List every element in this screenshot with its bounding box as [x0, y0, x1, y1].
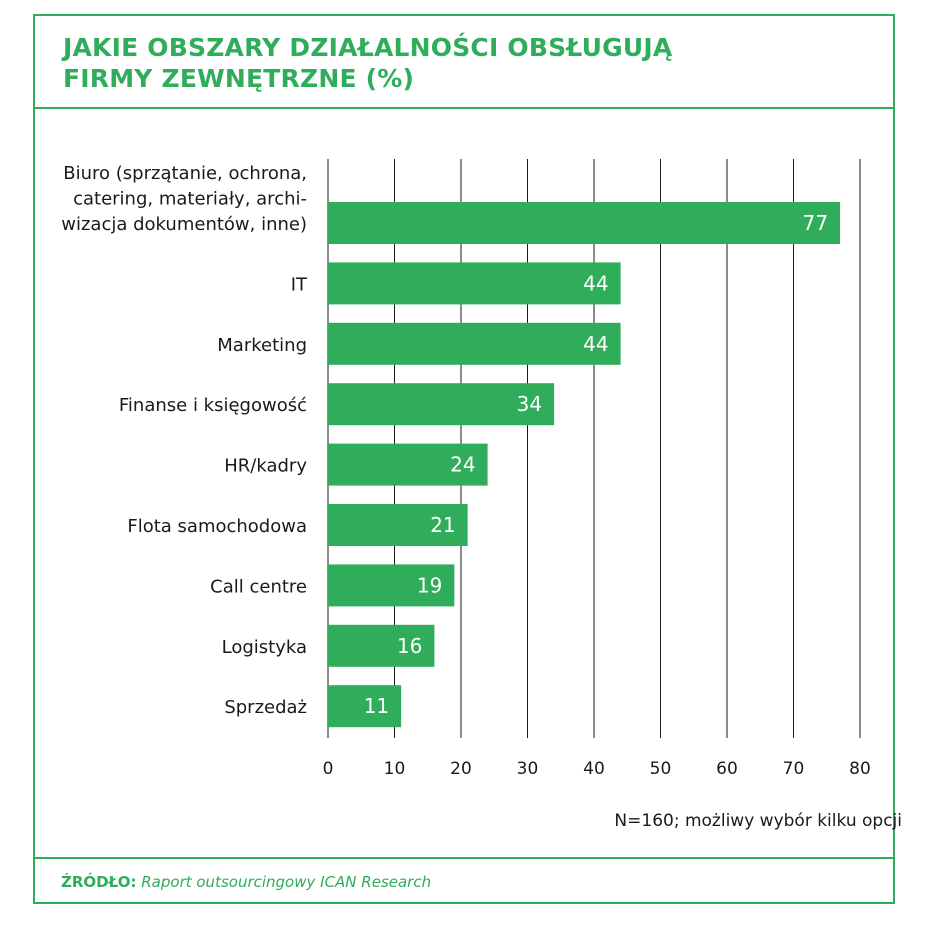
bar-value-label: 44	[583, 332, 608, 356]
bar	[328, 564, 455, 607]
bar-value-label: 24	[450, 453, 475, 477]
source-text: Raport outsourcingowy ICAN Research	[136, 873, 432, 891]
bar-value-label: 34	[517, 392, 542, 416]
bar-value-label: 77	[803, 211, 828, 235]
source-label: ŹRÓDŁO:	[61, 873, 137, 891]
bar-value-label: 19	[417, 573, 442, 597]
x-tick-label: 70	[783, 759, 805, 779]
x-tick-label: 20	[450, 759, 472, 779]
bar-value-label: 16	[397, 634, 422, 658]
x-tick-label: 40	[583, 759, 605, 779]
category-label: IT	[291, 274, 308, 295]
category-label: wizacja dokumentów, inne)	[61, 214, 307, 235]
category-label: Call centre	[210, 576, 307, 597]
chart-title: JAKIE OBSZARY DZIAŁALNOŚCI OBSŁUGUJĄ FIR…	[63, 32, 672, 94]
bar	[328, 322, 621, 365]
x-tick-labels: 0 10 20 30 40 50 60 70 80	[323, 759, 871, 779]
x-tick-label: 80	[849, 759, 871, 779]
chart-frame: JAKIE OBSZARY DZIAŁALNOŚCI OBSŁUGUJĄ FIR…	[33, 14, 895, 904]
bar-value-label: 44	[583, 271, 608, 295]
source-line: ŹRÓDŁO: Raport outsourcingowy ICAN Resea…	[61, 873, 431, 891]
title-divider	[35, 107, 893, 109]
category-label: Logistyka	[222, 637, 307, 658]
x-tick-label: 0	[323, 759, 334, 779]
x-tick-label: 50	[650, 759, 672, 779]
category-label: Flota samochodowa	[127, 516, 307, 537]
sample-note: N=160; możliwy wybór kilku opcji	[614, 811, 902, 831]
bar	[328, 383, 555, 426]
category-label: Marketing	[217, 335, 307, 356]
bar-value-label: 21	[430, 513, 455, 537]
category-label: Sprzedaż	[224, 697, 307, 718]
source-divider	[35, 857, 893, 859]
category-label: Biuro (sprzątanie, ochrona,	[63, 163, 307, 184]
x-tick-label: 60	[716, 759, 738, 779]
bars: 77 44 44 34 24 21 19 16 11	[328, 202, 841, 728]
bar-value-label: 11	[364, 694, 389, 718]
bar	[328, 262, 621, 305]
category-label: HR/kadry	[224, 456, 307, 477]
title-line-1: JAKIE OBSZARY DZIAŁALNOŚCI OBSŁUGUJĄ	[63, 33, 673, 62]
category-label: catering, materiały, archi-	[73, 189, 307, 210]
bar	[328, 202, 841, 244]
x-tick-label: 10	[384, 759, 406, 779]
bar	[328, 504, 468, 546]
category-label: Finanse i księgowość	[119, 395, 307, 416]
category-labels: Biuro (sprzątanie, ochrona, catering, mat…	[61, 163, 308, 718]
bar	[328, 443, 488, 486]
title-line-2: FIRMY ZEWNĘTRZNE (%)	[63, 64, 415, 93]
bar	[328, 685, 402, 728]
bar	[328, 624, 435, 667]
x-tick-label: 30	[517, 759, 539, 779]
